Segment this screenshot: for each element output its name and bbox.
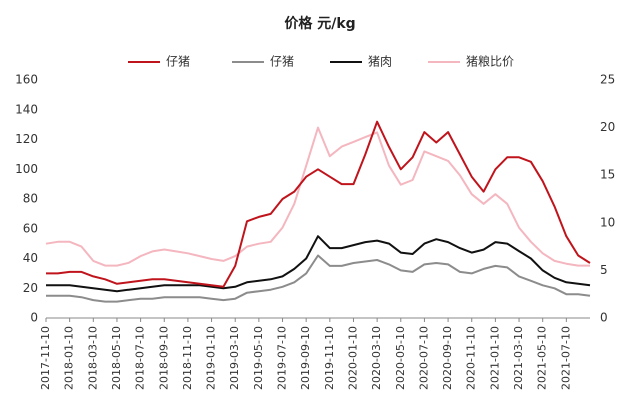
x-tick-label: 2018-05-10 (110, 326, 123, 390)
legend-label: 猪粮比价 (466, 54, 514, 69)
y-tick-label: 60 (23, 221, 38, 235)
y2-tick-label: 20 (600, 120, 615, 134)
y2-tick-label: 25 (600, 73, 615, 87)
series-line (46, 254, 591, 303)
x-tick-label: 2020-07-10 (417, 326, 430, 390)
y2-tick-label: 10 (600, 215, 615, 229)
x-tick-label: 2020-05-10 (394, 326, 407, 390)
x-tick-label: 2018-09-10 (157, 326, 170, 390)
y-tick-label: 160 (15, 73, 38, 87)
x-tick-label: 2018-07-10 (134, 326, 147, 390)
x-tick-label: 2019-03-10 (228, 326, 241, 390)
y-tick-label: 120 (15, 132, 38, 146)
legend-label: 猪肉 (368, 55, 392, 69)
x-tick-label: 2019-05-10 (252, 326, 265, 390)
y-tick-label: 40 (23, 251, 38, 265)
x-tick-label: 2021-07-10 (559, 326, 572, 390)
y-tick-label: 80 (23, 192, 38, 206)
y2-tick-label: 0 (600, 311, 608, 325)
x-tick-label: 2021-03-10 (512, 326, 525, 390)
x-tick-label: 2019-09-10 (299, 326, 312, 390)
series-line (46, 235, 591, 293)
x-tick-label: 2018-11-10 (181, 326, 194, 390)
y2-tick-label: 15 (600, 168, 615, 182)
x-tick-label: 2020-11-10 (465, 326, 478, 390)
y-tick-label: 0 (30, 311, 38, 325)
x-tick-label: 2019-07-10 (276, 326, 289, 390)
y-tick-label: 140 (15, 102, 38, 116)
chart-title: 价格 元/kg (284, 15, 355, 32)
y-tick-label: 100 (15, 162, 38, 176)
x-tick-label: 2021-05-10 (536, 326, 549, 390)
x-tick-label: 2020-09-10 (441, 326, 454, 390)
legend-label: 仔猪 (270, 55, 294, 69)
y-tick-label: 20 (23, 281, 38, 295)
legend-label: 仔猪 (166, 55, 190, 69)
x-tick-label: 2017-11-10 (39, 326, 52, 390)
x-tick-label: 2020-01-10 (346, 326, 359, 390)
y2-tick-label: 5 (600, 263, 608, 277)
x-tick-label: 2020-03-10 (370, 326, 383, 390)
x-tick-label: 2019-11-10 (323, 326, 336, 390)
series-line (46, 120, 591, 288)
series-line (45, 126, 590, 267)
x-tick-label: 2018-03-10 (86, 326, 99, 390)
x-tick-label: 2019-01-10 (205, 326, 218, 390)
x-tick-label: 2018-01-10 (63, 326, 76, 390)
x-tick-label: 2021-01-10 (488, 326, 501, 390)
